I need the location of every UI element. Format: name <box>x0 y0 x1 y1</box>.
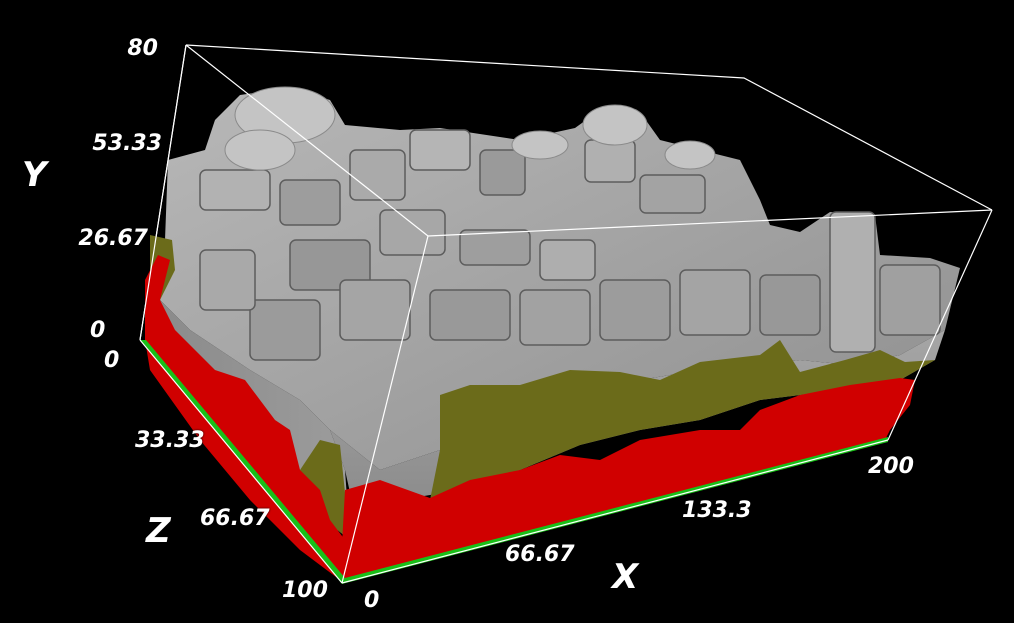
y-tick-label: 80 <box>127 36 158 61</box>
phase-olive-layer <box>150 235 935 540</box>
x-tick-label: 0 <box>364 588 380 613</box>
axis-title-y: Y <box>22 155 47 195</box>
y-tick-label: 53.33 <box>92 131 162 156</box>
y-tick-label: 26.67 <box>78 226 148 251</box>
z-tick-label: 100 <box>282 578 328 603</box>
bounding-box-front <box>139 44 993 584</box>
grain-facets <box>199 129 941 361</box>
x-tick-label: 133.3 <box>682 498 752 523</box>
base-substrate <box>140 340 888 584</box>
axis-title-z: Z <box>146 511 171 551</box>
z-tick-label: 0 <box>104 348 120 373</box>
axis-title-x: X <box>612 557 639 597</box>
x-tick-label: 66.67 <box>505 542 575 567</box>
grain-clusters <box>224 86 716 171</box>
x-tick-label: 200 <box>868 454 914 479</box>
phase-red-left <box>145 255 345 580</box>
y-tick-label: 0 <box>90 318 106 343</box>
z-tick-label: 66.67 <box>200 506 270 531</box>
z-tick-label: 33.33 <box>135 428 205 453</box>
phase-red-front <box>340 378 915 580</box>
